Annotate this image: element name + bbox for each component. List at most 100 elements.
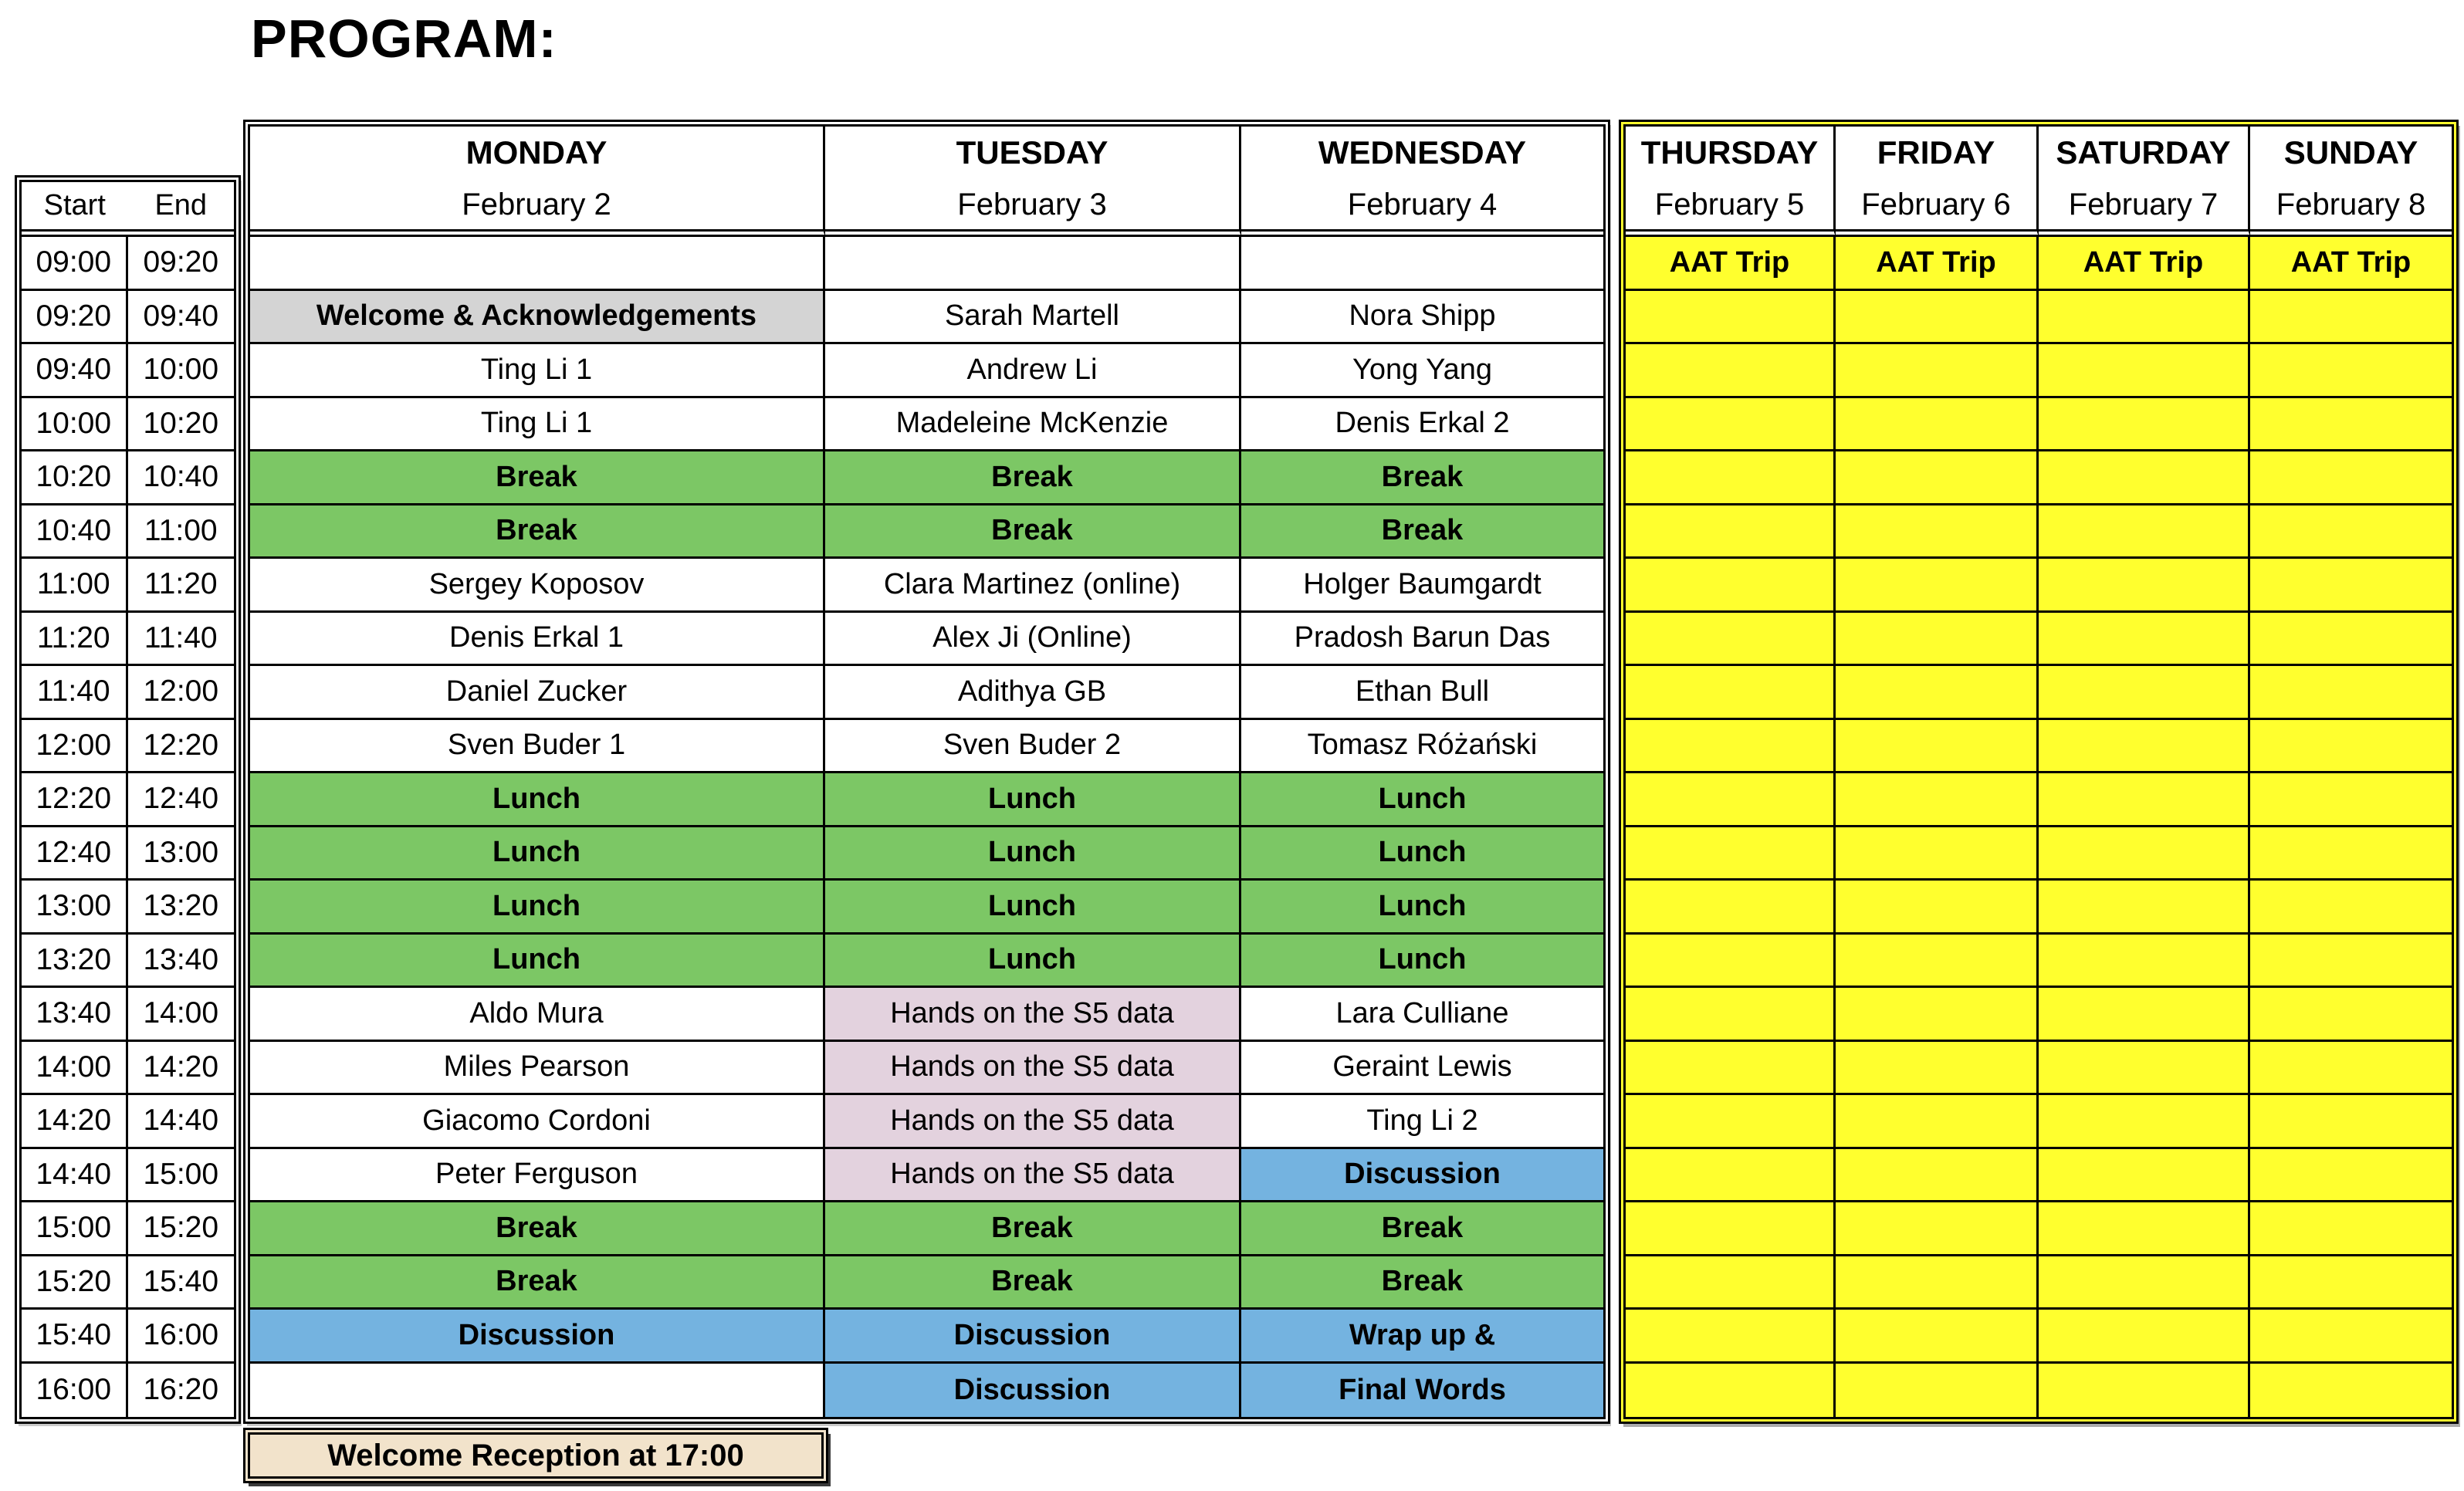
schedule-cell: Break — [825, 1256, 1241, 1310]
time-cell-end: 11:20 — [127, 559, 234, 613]
day-header-sunday: SUNDAY February 8 — [2250, 127, 2452, 237]
schedule-cell: Sarah Martell — [825, 290, 1241, 344]
aat-cell — [1836, 1202, 2039, 1256]
time-cell-start: 11:00 — [22, 559, 128, 613]
aat-cell — [1836, 344, 2039, 398]
aat-cell — [2039, 397, 2250, 451]
aat-cell — [1626, 612, 1836, 666]
schedule-cell: Madeleine McKenzie — [825, 397, 1241, 451]
schedule-cell: Break — [1241, 505, 1603, 559]
time-cell-start: 13:00 — [22, 881, 128, 935]
schedule-cell: Lunch — [1241, 773, 1603, 827]
schedule-cell: Pradosh Barun Das — [1241, 612, 1603, 666]
aat-cell — [1836, 1095, 2039, 1149]
schedule-cell: Adithya GB — [825, 666, 1241, 720]
aat-cell — [1836, 1041, 2039, 1095]
schedule-cell: Lunch — [825, 934, 1241, 988]
time-cell-start: 12:40 — [22, 827, 128, 881]
aat-cell — [1626, 988, 1836, 1042]
day-date: February 3 — [957, 187, 1107, 221]
schedule-cell: Ting Li 1 — [250, 397, 825, 451]
aat-cell — [1626, 1148, 1836, 1202]
aat-cell — [2250, 773, 2452, 827]
time-cell-start: 10:40 — [22, 505, 128, 559]
schedule-cell: Yong Yang — [1241, 344, 1603, 398]
time-cell-start: 15:00 — [22, 1202, 128, 1256]
weekend-aat-table: THURSDAY February 5 FRIDAY February 6 SATURD… — [1619, 120, 2459, 1424]
day-header-saturday: SATURDAY February 7 — [2039, 127, 2250, 237]
aat-cell — [1626, 397, 1836, 451]
aat-cell — [1626, 505, 1836, 559]
schedule-cell: Lunch — [250, 934, 825, 988]
schedule-cell: Tomasz Różański — [1241, 719, 1603, 773]
aat-cell — [2250, 1095, 2452, 1149]
time-cell-start: 15:20 — [22, 1256, 128, 1310]
day-date: February 7 — [2068, 187, 2219, 221]
time-cell-end: 14:20 — [127, 1041, 234, 1095]
schedule-cell: Geraint Lewis — [1241, 1041, 1603, 1095]
schedule-cell: Hands on the S5 data — [825, 1148, 1241, 1202]
schedule-cell: Hands on the S5 data — [825, 988, 1241, 1042]
aat-cell: AAT Trip — [1626, 237, 1836, 291]
start-column-label: Start — [43, 189, 106, 221]
aat-cell — [2250, 451, 2452, 505]
time-cell-start: 13:40 — [22, 988, 128, 1042]
aat-cell — [2250, 881, 2452, 935]
aat-cell — [1836, 988, 2039, 1042]
aat-cell — [2039, 881, 2250, 935]
aat-cell — [2039, 719, 2250, 773]
time-cell-end: 13:20 — [127, 881, 234, 935]
time-cell-start: 16:00 — [22, 1363, 128, 1417]
schedule-cell: Aldo Mura — [250, 988, 825, 1042]
schedule-cell: Sven Buder 1 — [250, 719, 825, 773]
aat-cell: AAT Trip — [1836, 237, 2039, 291]
day-date: February 4 — [1347, 187, 1498, 221]
aat-cell — [1836, 666, 2039, 720]
aat-cell — [1836, 451, 2039, 505]
aat-cell — [1626, 827, 1836, 881]
aat-cell — [1626, 1041, 1836, 1095]
aat-cell — [1626, 1310, 1836, 1364]
schedule-cell: Lunch — [1241, 881, 1603, 935]
time-cell-start: 11:40 — [22, 666, 128, 720]
time-cell-end: 10:00 — [127, 344, 234, 398]
aat-cell — [2250, 398, 2452, 451]
aat-cell — [1836, 934, 2039, 988]
time-table-header: Start End — [22, 182, 234, 237]
schedule-cell — [250, 237, 825, 291]
aat-cell — [2250, 1042, 2452, 1095]
schedule-cell: Break — [825, 505, 1241, 559]
aat-cell — [1626, 451, 1836, 505]
aat-cell: AAT Trip — [2250, 237, 2452, 291]
schedule-cell: Denis Erkal 2 — [1241, 397, 1603, 451]
aat-cell — [1836, 1256, 2039, 1310]
schedule-cell: Ethan Bull — [1241, 666, 1603, 720]
aat-cell — [1626, 290, 1836, 344]
time-cell-end: 13:00 — [127, 827, 234, 881]
schedule-cell: Break — [1241, 1202, 1603, 1256]
aat-cell — [1626, 881, 1836, 935]
day-name: TUESDAY — [956, 134, 1108, 171]
schedule-cell: Wrap up & — [1241, 1310, 1603, 1364]
time-cell-end: 15:40 — [127, 1256, 234, 1310]
day-date: February 5 — [1654, 187, 1805, 221]
aat-cell — [2250, 935, 2452, 988]
aat-cell — [2250, 613, 2452, 666]
day-name: WEDNESDAY — [1318, 134, 1527, 171]
schedule-cell: Break — [1241, 451, 1603, 505]
aat-cell — [1626, 344, 1836, 398]
aat-cell — [2250, 1256, 2452, 1310]
time-cell-end: 15:00 — [127, 1148, 234, 1202]
time-cell-start: 14:20 — [22, 1095, 128, 1149]
schedule-cell: Break — [250, 1202, 825, 1256]
aat-cell — [2039, 666, 2250, 720]
aat-cell — [2039, 1095, 2250, 1149]
aat-cell — [2039, 451, 2250, 505]
schedule-cell: Lunch — [250, 881, 825, 935]
schedule-cell: Hands on the S5 data — [825, 1041, 1241, 1095]
time-cell-start: 10:20 — [22, 451, 128, 505]
aat-cell — [2250, 1202, 2452, 1256]
schedule-cell: Sven Buder 2 — [825, 719, 1241, 773]
end-column-label: End — [154, 189, 208, 221]
